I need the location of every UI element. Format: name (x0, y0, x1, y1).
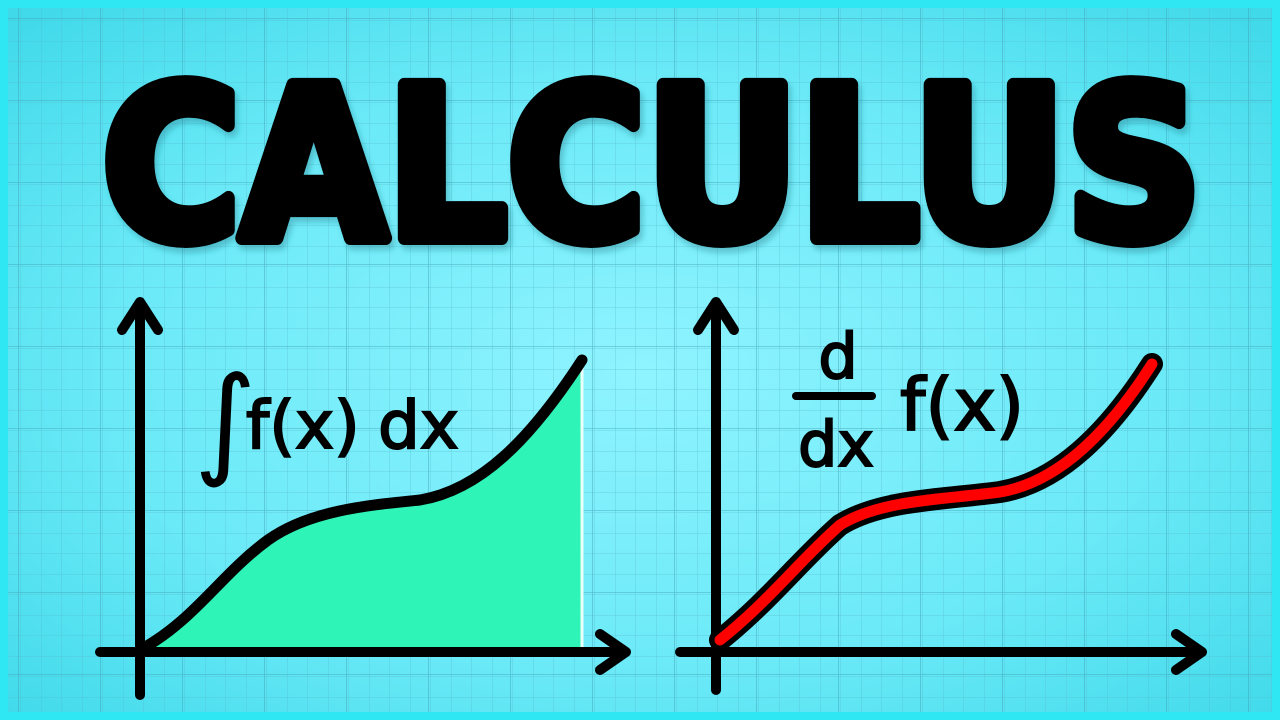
derivative-function-label: f(x) (900, 363, 1024, 447)
derivative-graph: d dx f(x) (675, 297, 1207, 695)
derivative-denominator: dx (798, 408, 874, 481)
derivative-numerator: d (818, 320, 857, 393)
integral-sign: ∫ (194, 352, 257, 491)
integral-graph: ∫ f(x) dx (95, 297, 631, 700)
integral-differential-label: dx (378, 387, 459, 464)
derivative-x-arrowhead (1171, 629, 1207, 675)
title-text: CALCULUS (102, 43, 1202, 288)
integral-area (140, 360, 582, 650)
integral-x-arrowhead (595, 629, 631, 675)
title-group: CALCULUS (95, 36, 1209, 295)
derivative-curve (714, 358, 1158, 646)
integral-y-arrowhead (117, 297, 163, 335)
integral-function-label: f(x) (246, 387, 360, 464)
integral-curve (134, 354, 588, 656)
derivative-y-arrowhead (693, 297, 739, 335)
